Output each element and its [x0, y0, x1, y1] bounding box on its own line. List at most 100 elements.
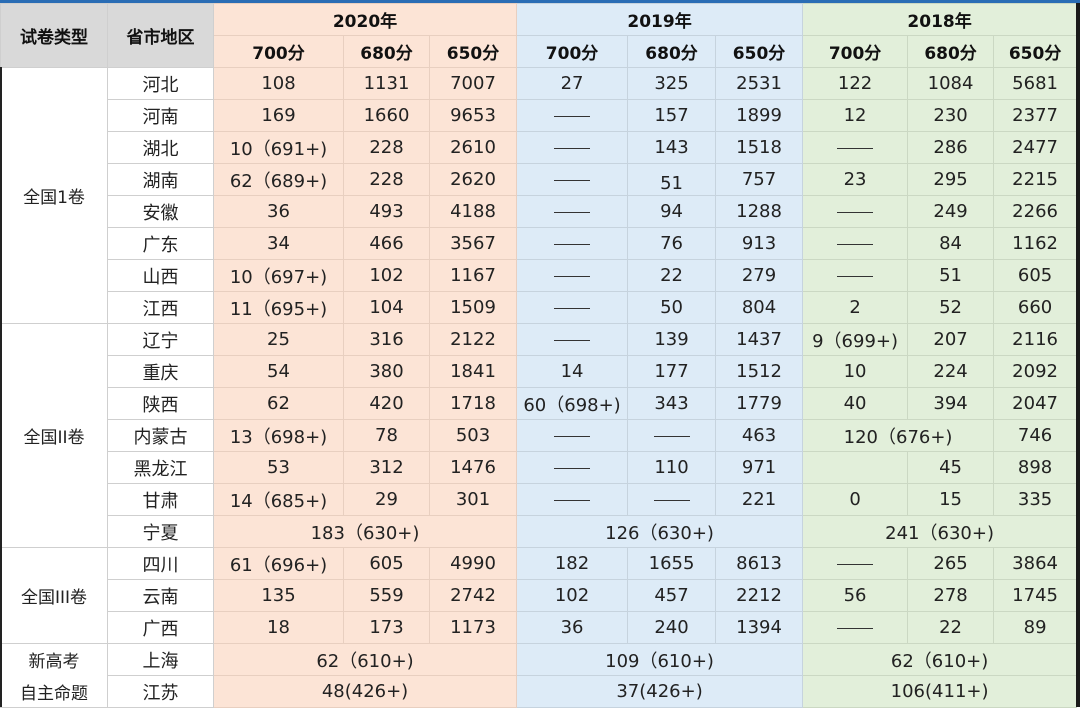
cell: 51	[907, 259, 995, 292]
dash-placeholder	[554, 211, 591, 213]
cell: 122	[802, 67, 909, 100]
table-row: 全国III卷 四川 61（696+) 605 4990 182 1655 861…	[0, 547, 1078, 644]
cell: 2620	[428, 163, 518, 196]
merged-cell: 62（610+)	[802, 643, 1078, 676]
province-cell: 安徽	[107, 195, 214, 228]
cell: 50	[627, 291, 717, 324]
cell: 804	[715, 291, 804, 324]
dash-placeholder	[554, 243, 591, 245]
dash-placeholder	[554, 435, 591, 437]
cell	[516, 483, 629, 516]
cell: 3567	[428, 227, 518, 260]
cell: 1718	[428, 387, 518, 420]
header-2020-700: 700分	[213, 35, 344, 68]
cell: 76	[627, 227, 717, 260]
dash-placeholder	[554, 147, 591, 149]
group-label-new-gaokao-line2: 自主命题	[0, 675, 108, 708]
dash-placeholder	[554, 467, 591, 469]
province-cell: 辽宁	[107, 323, 214, 356]
table-row: 湖北 10（691+) 228 2610 143 1518 286 2477	[1, 131, 1078, 164]
table-row: 安徽 36 493 4188 94 1288 249 2266	[1, 195, 1078, 228]
top-border	[0, 0, 1080, 3]
cell: 14（685+)	[213, 483, 344, 516]
cell: 22	[907, 611, 995, 644]
cell: 14	[516, 355, 629, 388]
dash-placeholder	[837, 563, 874, 565]
cell: 7007	[428, 67, 518, 100]
header-2019-650: 650分	[715, 35, 804, 68]
cell: 559	[343, 579, 430, 612]
cell: 1512	[715, 355, 804, 388]
cell	[802, 131, 909, 164]
cell: 2212	[715, 579, 804, 612]
cell: 4990	[428, 547, 518, 580]
cell: 207	[907, 323, 995, 356]
cell: 1476	[428, 451, 518, 484]
dash-placeholder	[653, 435, 690, 437]
cell: 89	[993, 611, 1078, 644]
header-year-2020: 2020年	[212, 3, 518, 36]
cell: 1745	[993, 579, 1078, 612]
table-row: 黑龙江 53 312 1476 110 971 45 898	[1, 451, 1078, 484]
group-label-national-3: 全国III卷	[0, 547, 108, 644]
cell: 139	[627, 323, 717, 356]
cell: 2047	[993, 387, 1078, 420]
cell: 2	[802, 291, 909, 324]
cell	[516, 259, 629, 292]
province-cell: 河南	[107, 99, 214, 132]
cell: 2116	[993, 323, 1078, 356]
cell	[516, 99, 629, 132]
cell: 11（695+)	[213, 291, 344, 324]
header-2018-700: 700分	[802, 35, 909, 68]
dash-placeholder	[837, 275, 874, 277]
cell: 34	[213, 227, 344, 260]
header-2020-680: 680分	[343, 35, 430, 68]
cell: 40	[802, 387, 909, 420]
province-cell: 广西	[107, 611, 214, 644]
dash-placeholder	[837, 627, 874, 629]
cell: 2477	[993, 131, 1078, 164]
province-cell: 四川	[107, 547, 214, 580]
dash-placeholder	[554, 339, 591, 341]
table-row: 陕西 62 420 1718 60（698+) 343 1779 40 394 …	[1, 387, 1078, 420]
cell: 1131	[343, 67, 430, 100]
cell: 61（696+)	[213, 547, 344, 580]
cell: 53	[213, 451, 344, 484]
cell: 8613	[715, 547, 804, 580]
cell: 457	[627, 579, 717, 612]
cell	[516, 323, 629, 356]
cell: 25	[213, 323, 344, 356]
cell: 1655	[627, 547, 717, 580]
cell	[802, 195, 909, 228]
cell: 1394	[715, 611, 804, 644]
cell: 62（689+)	[213, 163, 344, 196]
cell: 420	[343, 387, 430, 420]
header-2019-680: 680分	[627, 35, 717, 68]
cell: 110	[627, 451, 717, 484]
right-border	[1076, 3, 1080, 707]
cell: 10	[802, 355, 909, 388]
cell: 394	[907, 387, 995, 420]
table-row: 山西 10（697+) 102 1167 22 279 51 605	[1, 259, 1078, 292]
dash-placeholder	[554, 275, 591, 277]
group-label-new-gaokao-line1: 新高考	[0, 643, 108, 676]
province-cell: 江西	[107, 291, 214, 324]
merged-cell: 183（630+)	[212, 515, 518, 548]
dash-placeholder	[837, 147, 874, 149]
cell: 1841	[428, 355, 518, 388]
cell	[802, 227, 909, 260]
cell: 898	[993, 451, 1078, 484]
cell: 23	[802, 163, 909, 196]
cell: 177	[627, 355, 717, 388]
table-row: 新高考 上海 62（610+) 109（610+) 62（610+)	[0, 643, 1078, 676]
cell: 9（699+)	[802, 323, 909, 356]
header-2018-680: 680分	[907, 35, 995, 68]
cell	[802, 611, 909, 644]
merged-cell: 62（610+)	[212, 643, 518, 676]
cell: 12	[802, 99, 909, 132]
dash-placeholder	[554, 499, 591, 501]
cell: 343	[627, 387, 717, 420]
cell: 2092	[993, 355, 1078, 388]
cell: 279	[715, 259, 804, 292]
cell: 228	[343, 163, 430, 196]
